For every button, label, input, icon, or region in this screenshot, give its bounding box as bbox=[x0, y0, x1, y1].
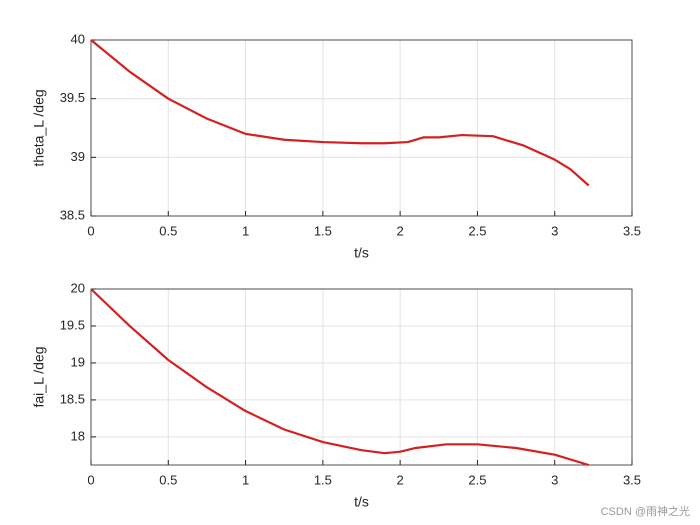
axes-frame bbox=[90, 288, 633, 466]
x-tick-label: 0.5 bbox=[159, 223, 177, 238]
watermark: CSDN @雨神之光 bbox=[601, 504, 690, 518]
x-tick-label: 2.5 bbox=[468, 223, 486, 238]
x-tick-label: 0.5 bbox=[159, 472, 177, 487]
x-tick-label: 2.5 bbox=[468, 472, 486, 487]
x-tick-label: 3 bbox=[551, 223, 558, 238]
x-tick-label: 3 bbox=[551, 472, 558, 487]
y-tick-label: 39 bbox=[71, 149, 85, 164]
y-tick-label: 38.5 bbox=[60, 207, 85, 222]
y-tick-label: 19 bbox=[71, 354, 85, 369]
plot-area bbox=[91, 40, 632, 216]
x-axis-label: t/s bbox=[354, 245, 369, 261]
y-tick-label: 19.5 bbox=[60, 317, 85, 332]
y-axis-label: fai_L /deg bbox=[31, 347, 47, 408]
x-tick-label: 0 bbox=[87, 223, 94, 238]
x-tick-label: 3.5 bbox=[623, 472, 641, 487]
y-tick-label: 40 bbox=[71, 31, 85, 46]
plot-area bbox=[91, 289, 632, 465]
y-tick-label: 20 bbox=[71, 280, 85, 295]
x-tick-label: 1 bbox=[242, 472, 249, 487]
x-tick-label: 2 bbox=[397, 472, 404, 487]
x-tick-label: 1.5 bbox=[314, 223, 332, 238]
x-tick-label: 1.5 bbox=[314, 472, 332, 487]
x-tick-label: 2 bbox=[397, 223, 404, 238]
axes-frame bbox=[90, 39, 633, 217]
y-tick-label: 39.5 bbox=[60, 90, 85, 105]
y-tick-label: 18 bbox=[71, 428, 85, 443]
data-line bbox=[90, 39, 590, 187]
x-tick-label: 3.5 bbox=[623, 223, 641, 238]
x-axis-label: t/s bbox=[354, 494, 369, 510]
y-tick-label: 18.5 bbox=[60, 391, 85, 406]
x-tick-label: 0 bbox=[87, 472, 94, 487]
x-tick-label: 1 bbox=[242, 223, 249, 238]
data-line bbox=[90, 288, 590, 467]
y-axis-label: theta_L /deg bbox=[31, 89, 47, 166]
